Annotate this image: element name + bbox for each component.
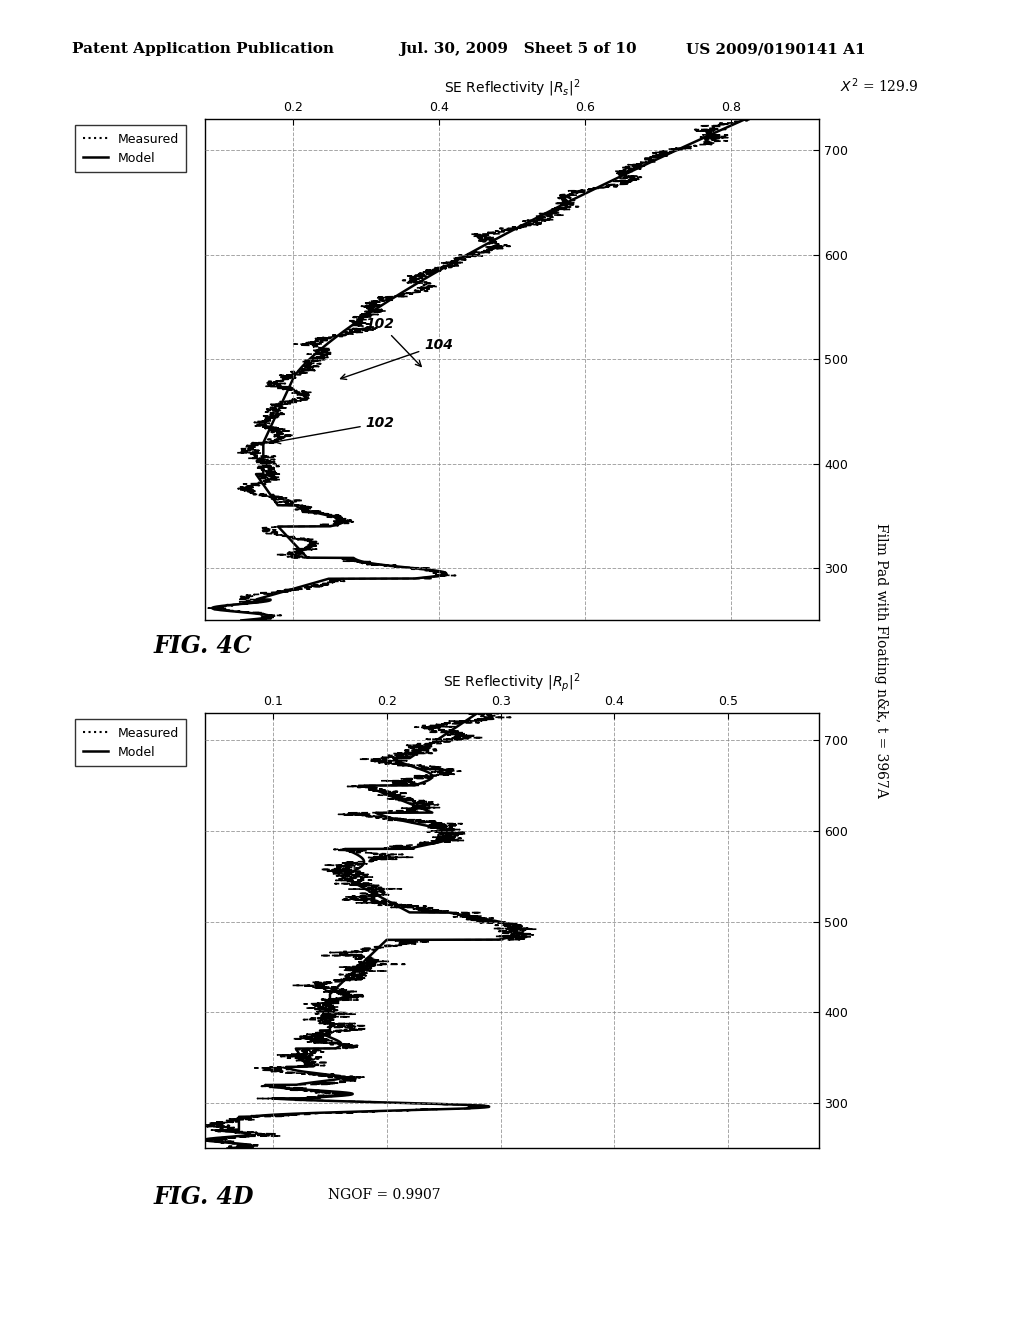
Text: 104: 104 [341, 338, 453, 379]
Legend: Measured, Model: Measured, Model [75, 125, 186, 173]
Text: FIG. 4D: FIG. 4D [154, 1185, 254, 1209]
Text: 102: 102 [274, 416, 394, 444]
Text: 102: 102 [366, 317, 421, 367]
X-axis label: SE Reflectivity $|R_s|^2$: SE Reflectivity $|R_s|^2$ [443, 78, 581, 99]
Text: Patent Application Publication: Patent Application Publication [72, 42, 334, 57]
Text: US 2009/0190141 A1: US 2009/0190141 A1 [686, 42, 865, 57]
X-axis label: SE Reflectivity $|R_p|^2$: SE Reflectivity $|R_p|^2$ [443, 671, 581, 694]
Text: Film Pad with Floating n&k, t = 3967A: Film Pad with Floating n&k, t = 3967A [873, 523, 888, 797]
Text: NGOF = 0.9907: NGOF = 0.9907 [328, 1188, 440, 1201]
Text: $X^2$ = 129.9: $X^2$ = 129.9 [840, 77, 919, 95]
Text: FIG. 4C: FIG. 4C [154, 635, 252, 659]
Legend: Measured, Model: Measured, Model [75, 719, 186, 767]
Text: Jul. 30, 2009   Sheet 5 of 10: Jul. 30, 2009 Sheet 5 of 10 [399, 42, 637, 57]
